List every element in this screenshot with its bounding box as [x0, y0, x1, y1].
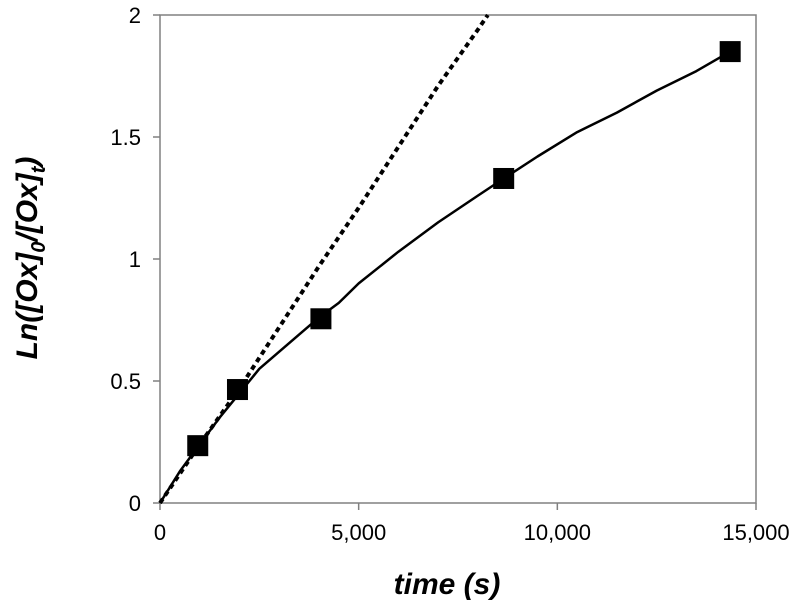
- plot-frame: [159, 14, 757, 504]
- y-axis-ticks: 0 0.5 1 1.5 2: [110, 3, 160, 516]
- series-layer: [158, 13, 741, 505]
- y-axis-title-sub-zero: 0: [28, 242, 50, 253]
- y-axis-title-sub-t: t: [28, 165, 50, 173]
- solid-fit-line: [158, 50, 731, 504]
- data-point-marker: [226, 379, 248, 401]
- y-tick-label: 0: [129, 491, 141, 516]
- x-axis-title: time (s): [394, 568, 501, 601]
- y-tick-label: 1: [129, 247, 141, 272]
- x-axis-ticks: 0 5,000 10,000 15,000: [154, 503, 790, 545]
- data-point-marker: [493, 167, 515, 189]
- x-tick-label: 0: [154, 520, 166, 545]
- y-tick-label: 0.5: [110, 369, 141, 394]
- y-tick-label: 2: [129, 3, 141, 28]
- plot-area: [159, 14, 757, 504]
- x-tick-label: 10,000: [524, 520, 591, 545]
- dotted-fit-line: [158, 13, 490, 505]
- y-axis-title: Ln([Ox]0/[Ox]t): [11, 157, 50, 360]
- x-tick-label: 5,000: [331, 520, 386, 545]
- y-tick-label: 1.5: [110, 125, 141, 150]
- data-point-marker: [719, 41, 741, 63]
- data-point-marker: [187, 435, 209, 457]
- y-axis-title-prefix: Ln([Ox]: [11, 252, 44, 360]
- data-point-marker: [310, 308, 332, 330]
- x-tick-label: 15,000: [722, 520, 789, 545]
- y-axis-title-suffix: ): [11, 157, 44, 170]
- y-axis-title-mid: /[Ox]: [11, 172, 44, 243]
